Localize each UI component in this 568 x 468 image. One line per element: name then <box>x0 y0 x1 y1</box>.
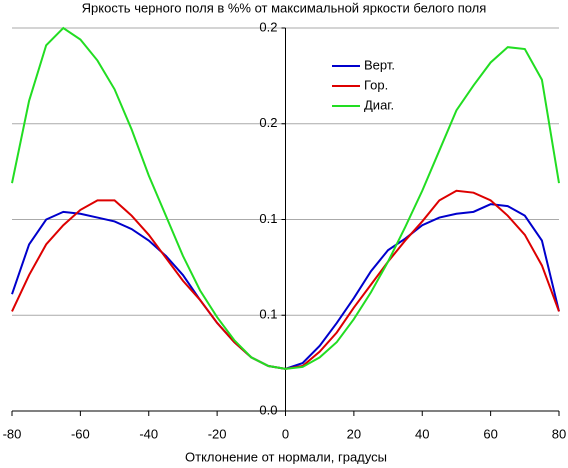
y-tick-label: 0.0 <box>259 402 277 417</box>
x-tick-label: -60 <box>71 426 90 441</box>
y-tick-label: 0.2 <box>259 19 277 34</box>
legend-label: Верт. <box>364 57 395 72</box>
x-axis-label: Отклонение от нормали, градусы <box>185 449 387 464</box>
x-tick-label: 20 <box>347 426 361 441</box>
chart-title: Яркость черного поля в %% от максимально… <box>82 0 487 15</box>
x-tick-label: -40 <box>139 426 158 441</box>
x-tick-label: -20 <box>208 426 227 441</box>
y-tick-label: 0.2 <box>259 115 277 130</box>
legend-label: Гор. <box>364 77 388 92</box>
y-tick-label: 0.1 <box>259 211 277 226</box>
x-tick-label: -80 <box>3 426 22 441</box>
y-tick-label: 0.1 <box>259 307 277 322</box>
x-tick-label: 0 <box>282 426 289 441</box>
legend-label: Диаг. <box>364 97 394 112</box>
x-tick-label: 80 <box>552 426 566 441</box>
x-tick-label: 40 <box>415 426 429 441</box>
series-line <box>11 26 560 370</box>
x-tick-label: 60 <box>483 426 497 441</box>
